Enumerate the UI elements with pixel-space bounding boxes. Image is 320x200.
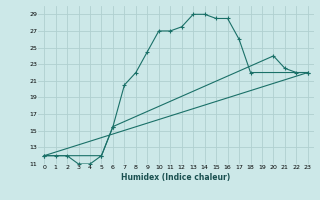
X-axis label: Humidex (Indice chaleur): Humidex (Indice chaleur) bbox=[121, 173, 231, 182]
